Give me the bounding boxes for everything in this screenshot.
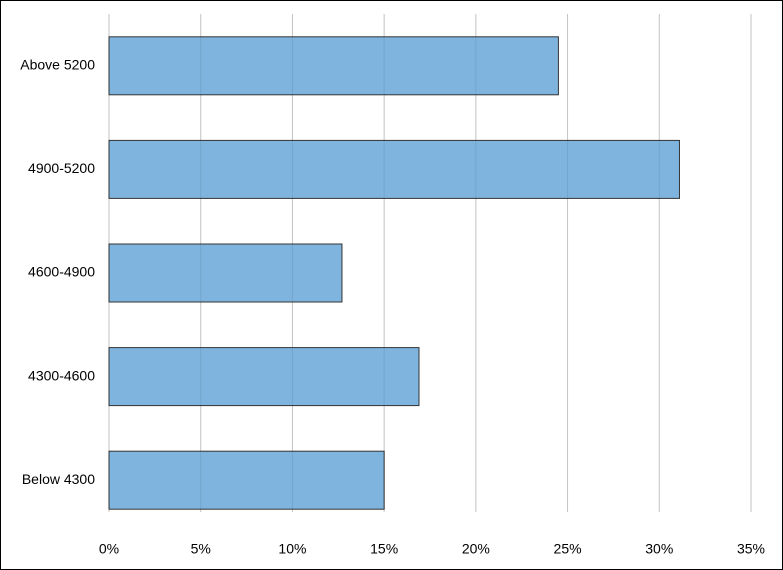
y-tick-label: Above 5200 <box>20 57 95 73</box>
x-tick-label: 35% <box>737 541 765 557</box>
x-tick-label: 5% <box>191 541 211 557</box>
y-tick-label: 4600-4900 <box>28 264 95 280</box>
x-tick-label: 25% <box>554 541 582 557</box>
y-tick-label: Below 4300 <box>22 471 95 487</box>
bar <box>108 36 559 96</box>
bar <box>108 243 343 303</box>
y-tick-label: 4900-5200 <box>28 160 95 176</box>
x-tick-label: 30% <box>645 541 673 557</box>
x-tick-label: 15% <box>370 541 398 557</box>
x-tick-label: 0% <box>99 541 119 557</box>
y-tick-label: 4300-4600 <box>28 367 95 383</box>
x-tick-label: 10% <box>278 541 306 557</box>
bar <box>108 139 680 199</box>
bar <box>108 450 385 510</box>
bar <box>108 347 420 407</box>
x-tick-label: 20% <box>462 541 490 557</box>
